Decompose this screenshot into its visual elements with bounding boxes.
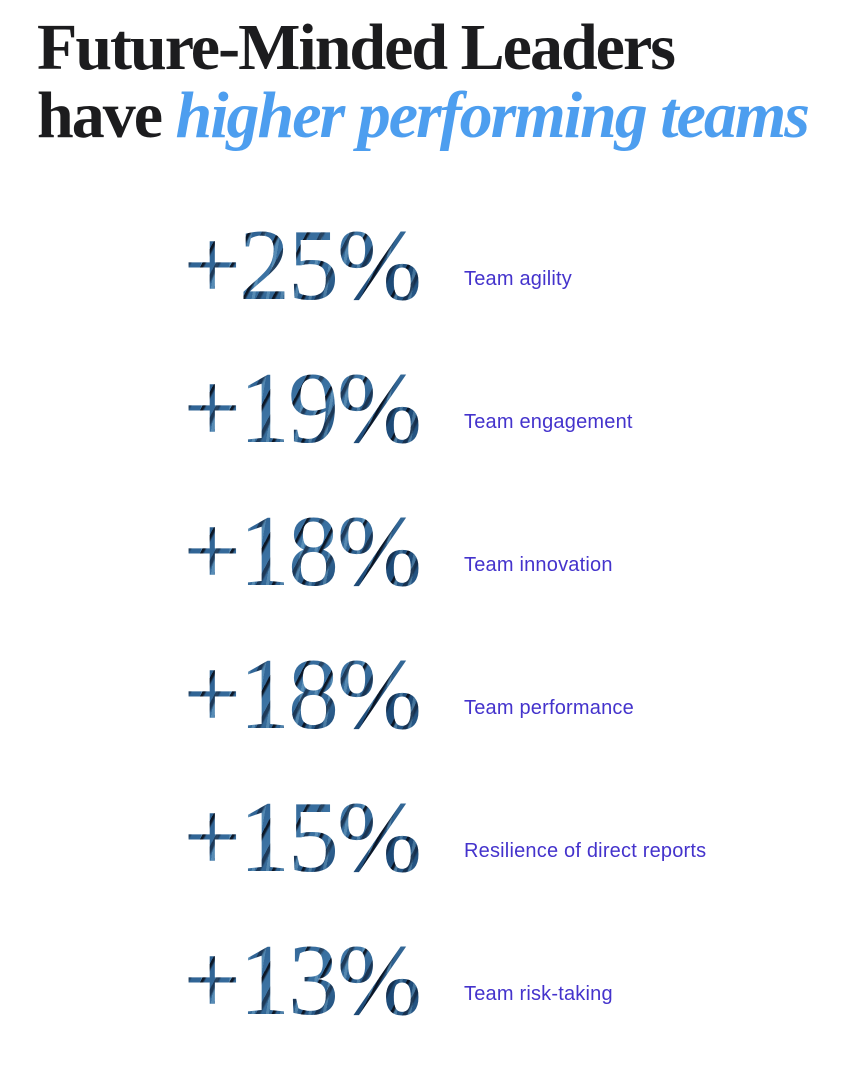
title-line1: Future-Minded Leaders bbox=[37, 11, 676, 84]
stat-value: +15% bbox=[110, 786, 420, 889]
stat-label: Team innovation bbox=[464, 554, 613, 576]
page-title: Future-Minded Leaders have higher perfor… bbox=[37, 14, 848, 150]
stats-list: +25% Team agility +19% Team engagement +… bbox=[0, 194, 848, 1052]
stat-value: +18% bbox=[110, 643, 420, 746]
stat-row-resilience-direct-reports: +15% Resilience of direct reports bbox=[0, 766, 848, 909]
title-line2-prefix: have bbox=[37, 79, 176, 152]
stat-label: Resilience of direct reports bbox=[464, 840, 707, 862]
stat-label: Team risk-taking bbox=[464, 983, 613, 1005]
stat-row-team-risk-taking: +13% Team risk-taking bbox=[0, 909, 848, 1052]
stat-row-team-engagement: +19% Team engagement bbox=[0, 337, 848, 480]
stat-label: Team agility bbox=[464, 268, 572, 290]
stat-value: +18% bbox=[110, 500, 420, 603]
stat-row-team-performance: +18% Team performance bbox=[0, 623, 848, 766]
stat-value: +19% bbox=[110, 357, 420, 460]
stat-value: +13% bbox=[110, 929, 420, 1032]
stat-label: Team engagement bbox=[464, 411, 633, 433]
title-highlight: higher performing teams bbox=[175, 79, 810, 152]
stat-row-team-agility: +25% Team agility bbox=[0, 194, 848, 337]
stat-row-team-innovation: +18% Team innovation bbox=[0, 480, 848, 623]
stat-label: Team performance bbox=[464, 697, 634, 719]
stat-value: +25% bbox=[110, 214, 420, 317]
